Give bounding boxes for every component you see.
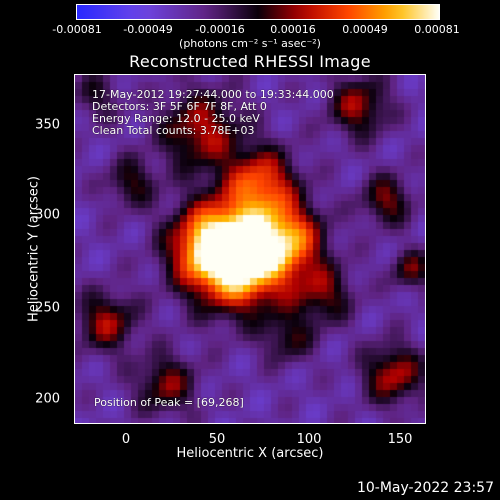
y-tick: 250 xyxy=(35,300,60,316)
y-tick: 300 xyxy=(35,207,60,223)
clean-counts-label: Clean Total counts: 3.78E+03 xyxy=(92,124,255,137)
footer-date: 10-May-2022 23:57 xyxy=(356,480,494,496)
colorbar-tick: 0.00049 xyxy=(342,23,388,36)
colorbar-tick: 0.00016 xyxy=(270,23,316,36)
x-axis-label: Heliocentric X (arcsec) xyxy=(176,446,324,461)
peak-position-label: Position of Peak = [69,268] xyxy=(94,396,244,409)
colorbar-tick: 0.00081 xyxy=(414,23,460,36)
x-tick: 50 xyxy=(208,432,226,447)
detectors-label: Detectors: 3F 5F 6F 7F 8F, Att 0 xyxy=(92,100,267,113)
colorbar-tick: -0.00049 xyxy=(123,23,173,36)
x-tick: 150 xyxy=(387,432,413,447)
rhessi-image xyxy=(75,75,425,423)
x-tick: 0 xyxy=(121,432,131,447)
y-tick: 200 xyxy=(35,391,60,407)
colorbar-tick: -0.00016 xyxy=(195,23,245,36)
y-axis-label: Heliocentric Y (arcsec) xyxy=(26,176,42,322)
image-plot: 17-May-2012 19:27:44.000 to 19:33:44.000… xyxy=(74,74,426,424)
y-tick: 350 xyxy=(35,117,60,133)
colorbar-tick: -0.00081 xyxy=(52,23,102,36)
x-tick: 100 xyxy=(296,432,322,447)
energy-range-label: Energy Range: 12.0 - 25.0 keV xyxy=(92,112,260,125)
colorbar xyxy=(76,4,440,20)
colorbar-units: (photons cm⁻² s⁻¹ asec⁻²) xyxy=(179,37,321,50)
plot-title: Reconstructed RHESSI Image xyxy=(129,52,371,71)
time-range-label: 17-May-2012 19:27:44.000 to 19:33:44.000 xyxy=(92,88,334,101)
